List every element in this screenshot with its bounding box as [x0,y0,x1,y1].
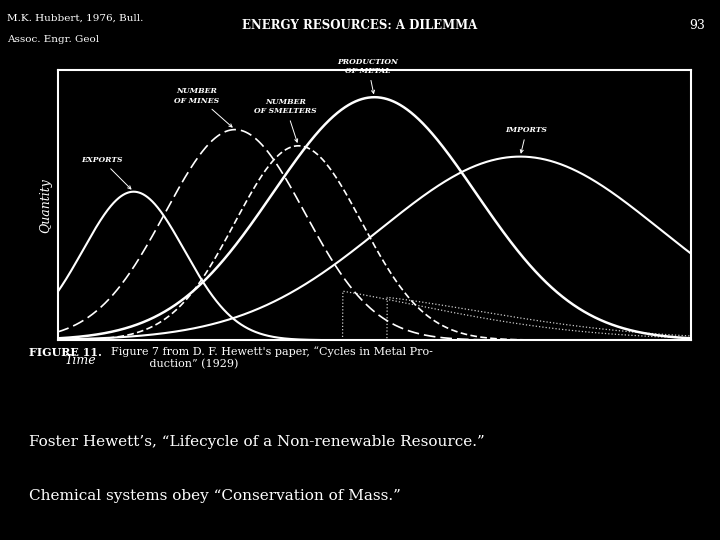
Text: Chemical systems obey “Conservation of Mass.”: Chemical systems obey “Conservation of M… [29,489,400,503]
Text: Foster Hewett’s, “Lifecycle of a Non-renewable Resource.”: Foster Hewett’s, “Lifecycle of a Non-ren… [29,435,485,449]
Text: M.K. Hubbert, 1976, Bull.: M.K. Hubbert, 1976, Bull. [7,14,143,23]
Text: 93: 93 [690,19,706,32]
Y-axis label: Quantity: Quantity [39,178,52,233]
Text: Assoc. Engr. Geol: Assoc. Engr. Geol [7,35,99,44]
Text: Time: Time [64,354,96,367]
Text: NUMBER
OF SMELTERS: NUMBER OF SMELTERS [254,98,317,142]
Text: NUMBER
OF MINES: NUMBER OF MINES [174,87,232,127]
Text: IMPORTS: IMPORTS [505,126,547,153]
Text: EXPORTS: EXPORTS [81,156,131,189]
Text: Figure 7 from D. F. Hewett's paper, “Cycles in Metal Pro-
             duction” : Figure 7 from D. F. Hewett's paper, “Cyc… [104,347,433,369]
Text: ENERGY RESOURCES: A DILEMMA: ENERGY RESOURCES: A DILEMMA [243,19,477,32]
Text: FIGURE 11.: FIGURE 11. [29,347,102,357]
Text: PRODUCTION
OF METAL: PRODUCTION OF METAL [338,58,399,93]
